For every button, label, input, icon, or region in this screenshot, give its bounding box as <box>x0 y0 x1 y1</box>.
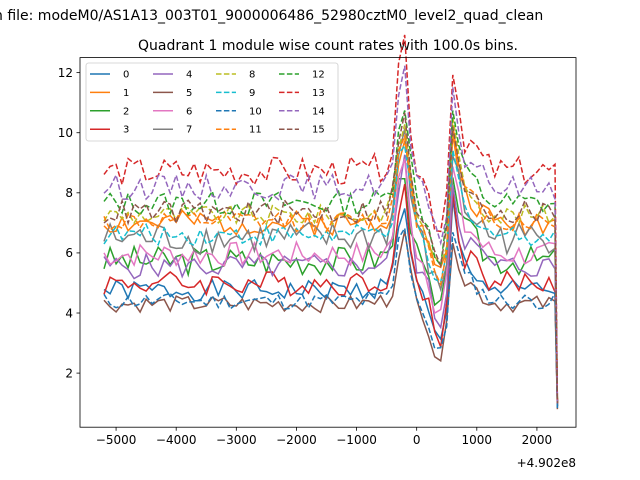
x-tick-label: −5000 <box>96 433 137 447</box>
y-tick-label: 2 <box>65 366 73 380</box>
y-axis: 2 4 6 8 10 12 <box>58 66 80 380</box>
x-tick-label: −1000 <box>336 433 377 447</box>
legend-label: 8 <box>249 70 255 81</box>
series-line-2 <box>103 177 559 407</box>
legend-label: 14 <box>312 106 325 117</box>
x-tick-label: −3000 <box>216 433 257 447</box>
legend-label: 2 <box>123 106 129 117</box>
x-tick-label: 1000 <box>462 433 493 447</box>
series-line-1 <box>103 133 559 404</box>
series-layer <box>103 34 559 410</box>
legend-label: 4 <box>186 70 192 81</box>
x-tick-label: 0 <box>413 433 421 447</box>
series-line-0 <box>103 198 559 404</box>
legend-label: 13 <box>312 88 325 99</box>
y-tick-label: 12 <box>58 66 73 80</box>
x-axis: −5000 −4000 −3000 −2000 −1000 0 1000 2000 <box>96 427 552 447</box>
legend-label: 12 <box>312 70 325 81</box>
series-line-15 <box>103 112 559 404</box>
y-tick-label: 10 <box>58 126 73 140</box>
series-line-11 <box>103 125 559 404</box>
legend-label: 7 <box>186 125 192 136</box>
series-line-10 <box>103 225 559 410</box>
plot-frame <box>79 57 577 428</box>
series-line-14 <box>103 65 559 404</box>
x-offset-label: +4.902e8 <box>517 456 576 470</box>
legend-box <box>85 62 339 142</box>
series-line-3 <box>103 183 559 407</box>
legend-label: 5 <box>186 88 192 99</box>
x-tick-label: −4000 <box>156 433 197 447</box>
legend-label: 6 <box>186 106 192 117</box>
legend-label: 10 <box>249 106 262 117</box>
y-tick-label: 8 <box>65 186 73 200</box>
figure-suptitle: n file: modeM0/AS1A13_003T01_9000006486_… <box>0 8 543 24</box>
legend-label: 3 <box>123 125 129 136</box>
chart-title: Quadrant 1 module wise count rates with … <box>138 38 518 54</box>
series-line-9 <box>103 143 559 407</box>
y-tick-label: 6 <box>65 246 73 260</box>
series-line-4 <box>103 154 559 407</box>
legend-label: 9 <box>249 88 255 99</box>
legend-label: 11 <box>249 125 262 136</box>
x-tick-label: −2000 <box>276 433 317 447</box>
legend-label: 15 <box>312 125 325 136</box>
x-tick-label: 2000 <box>522 433 553 447</box>
series-line-6 <box>103 158 559 407</box>
y-tick-label: 4 <box>65 306 73 320</box>
legend-label: 0 <box>123 70 129 81</box>
legend-label: 1 <box>123 88 129 99</box>
